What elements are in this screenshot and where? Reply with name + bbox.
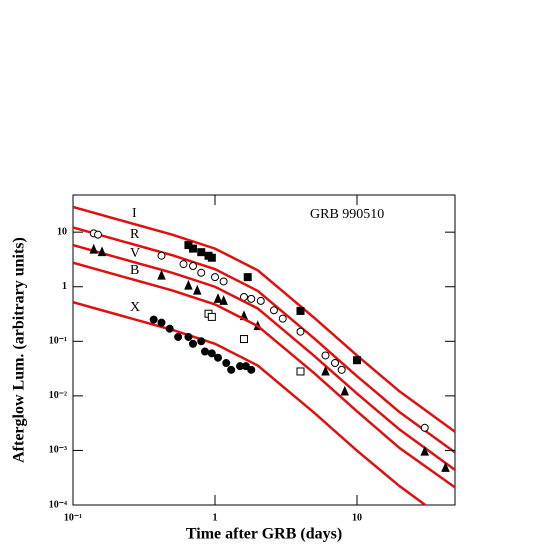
marker (219, 277, 228, 286)
marker (197, 248, 206, 257)
marker (278, 314, 287, 323)
marker (243, 273, 252, 282)
marker (296, 306, 305, 315)
marker (256, 296, 265, 305)
marker (269, 306, 278, 315)
marker (296, 327, 305, 336)
marker (441, 462, 450, 472)
curve-label: V (130, 246, 140, 261)
marker (200, 347, 209, 356)
y-tick-label: 10 (57, 226, 67, 237)
plot-area (73, 205, 455, 505)
marker (97, 246, 107, 257)
marker (157, 269, 166, 280)
marker (174, 332, 183, 341)
marker (179, 260, 188, 269)
marker (157, 251, 166, 260)
marker (213, 293, 223, 303)
y-tick-label: 10⁻⁴ (49, 499, 67, 510)
y-tick-label: 1 (62, 281, 67, 292)
marker (210, 273, 219, 282)
curve-label: I (132, 206, 137, 221)
y-axis-title: Afterglow Lum. (arbitrary units) (11, 237, 28, 463)
curve (73, 261, 455, 489)
marker (214, 353, 223, 362)
marker (337, 365, 346, 374)
marker (189, 244, 198, 253)
marker (219, 295, 228, 305)
marker (352, 356, 361, 365)
marker (247, 365, 256, 374)
marker (207, 349, 216, 358)
marker (321, 351, 330, 360)
marker (207, 312, 216, 321)
marker (420, 423, 429, 432)
y-tick-label: 10⁻³ (49, 445, 67, 456)
y-tick-label: 10⁻² (49, 390, 67, 401)
marker (247, 294, 256, 303)
marker (184, 332, 193, 341)
marker (165, 324, 174, 333)
x-tick-label: 10⁻¹ (64, 512, 82, 523)
marker (184, 279, 193, 290)
marker (207, 253, 216, 262)
x-axis-title: Time after GRB (days) (186, 526, 342, 543)
marker (222, 359, 231, 368)
curve (73, 243, 455, 471)
marker (321, 365, 330, 376)
marker (189, 261, 198, 270)
curve (73, 226, 455, 454)
curve (73, 301, 428, 505)
marker (157, 318, 166, 327)
marker (197, 337, 206, 346)
curve (73, 205, 455, 433)
marker (149, 315, 158, 324)
marker (241, 362, 250, 371)
marker (239, 335, 248, 344)
marker (330, 359, 339, 368)
x-tick-label: 10 (352, 512, 362, 523)
curve-label: R (130, 227, 140, 242)
x-tick-label: 1 (212, 512, 217, 523)
marker (192, 284, 202, 295)
annotation: GRB 990510 (310, 207, 384, 222)
marker (227, 365, 236, 374)
marker (89, 243, 99, 254)
curve-label: B (130, 263, 139, 278)
plot-frame (72, 194, 456, 506)
marker (420, 445, 430, 456)
marker (197, 268, 206, 277)
y-tick-label: 10⁻¹ (49, 336, 67, 347)
marker (340, 385, 350, 396)
curve-label: X (130, 300, 140, 315)
marker (296, 367, 305, 376)
marker (94, 230, 103, 239)
marker (189, 339, 198, 348)
